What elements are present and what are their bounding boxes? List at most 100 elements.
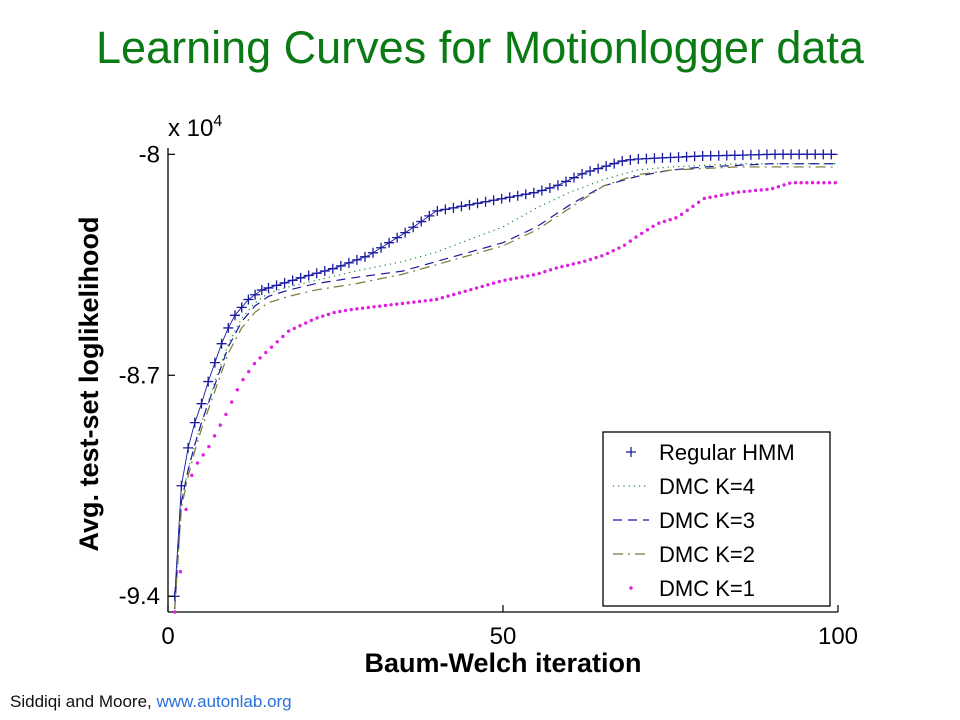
y-multiplier-exponent: 4 (213, 113, 222, 130)
series-marker (685, 208, 689, 213)
series-marker (395, 302, 399, 306)
series-marker (651, 224, 655, 228)
y-multiplier: x 104 (168, 113, 222, 142)
series-marker (569, 172, 580, 183)
series-marker (247, 369, 251, 374)
series-marker (376, 242, 387, 253)
series-marker (577, 260, 581, 265)
series-marker (189, 417, 200, 428)
series-marker (429, 298, 433, 302)
series-marker (560, 176, 571, 187)
series-marker (736, 190, 741, 194)
series-marker (600, 254, 604, 258)
series-line (174, 163, 838, 609)
series-marker (287, 275, 298, 286)
series-marker (520, 275, 524, 279)
series-marker (224, 412, 228, 417)
series-marker (326, 312, 331, 317)
series-marker (583, 259, 587, 263)
series-marker (440, 204, 451, 215)
series-marker (496, 193, 507, 204)
series-marker (335, 260, 346, 271)
series-marker (269, 345, 274, 349)
series-marker (321, 314, 325, 318)
series-marker (196, 398, 207, 409)
series-marker (531, 273, 536, 277)
series-marker (360, 306, 365, 310)
series-marker (469, 287, 473, 292)
series-marker (372, 305, 376, 309)
series-marker (486, 283, 490, 287)
series-marker (537, 271, 541, 276)
series-marker (625, 154, 636, 165)
series-marker (793, 181, 798, 185)
series-marker (366, 305, 371, 310)
series-marker (281, 334, 285, 339)
series-marker (520, 189, 531, 200)
series-marker (264, 350, 268, 355)
series-marker (235, 388, 240, 392)
series-marker (201, 453, 205, 457)
series-marker (203, 376, 214, 387)
legend-label: Regular HMM (659, 440, 795, 465)
series-marker (544, 182, 555, 193)
series-marker (400, 227, 411, 238)
series-marker (183, 442, 194, 453)
series-marker (218, 423, 222, 427)
series-marker (776, 185, 781, 189)
series-marker (702, 196, 707, 201)
x-tick-label: 50 (490, 623, 517, 650)
legend: Regular HMM DMC K=4 DMC K=3 DMC K=2 DMC K=1 (602, 431, 831, 607)
legend-label: DMC K=4 (659, 474, 755, 499)
series-marker (528, 187, 539, 198)
x-tick-label: 0 (161, 623, 174, 650)
legend-entry: DMC K=3 (613, 508, 755, 533)
series-marker (480, 196, 491, 207)
series-marker (472, 198, 483, 209)
series-marker (714, 194, 718, 198)
series-marker (464, 199, 475, 210)
series-marker (609, 158, 620, 169)
series-marker (389, 303, 393, 307)
series-marker (554, 266, 558, 270)
footer-link[interactable]: www.autonlab.org (156, 692, 292, 711)
series-marker (594, 255, 598, 260)
series-marker (782, 183, 786, 187)
series-marker (351, 254, 362, 265)
series-marker (236, 302, 247, 313)
series-marker (383, 303, 388, 308)
series-marker (622, 243, 627, 247)
series-marker (457, 291, 462, 295)
series-marker (497, 279, 502, 284)
series-marker (822, 181, 826, 185)
legend-label: DMC K=1 (659, 576, 755, 601)
series-marker (178, 570, 183, 574)
series-marker (408, 222, 419, 233)
series-marker (742, 189, 746, 194)
legend-label: DMC K=3 (659, 508, 755, 533)
series-marker (423, 299, 427, 303)
series-marker (412, 300, 416, 304)
slide-title: Learning Curves for Motionlogger data (96, 22, 864, 73)
series-marker (359, 251, 370, 262)
series-marker (207, 444, 211, 449)
series-marker (827, 181, 832, 185)
series-marker (332, 310, 336, 315)
series-marker (271, 280, 282, 291)
series-marker (243, 294, 254, 305)
series-marker (696, 200, 701, 204)
legend-entry: Regular HMM (626, 440, 795, 465)
series-marker (463, 289, 467, 293)
series-marker (309, 318, 314, 323)
series-marker (617, 156, 628, 167)
series-marker (258, 356, 262, 360)
series-3 (174, 163, 838, 609)
series-marker (355, 307, 359, 311)
x-axis-label: Baum-Welch iteration (364, 648, 641, 678)
series-marker (810, 181, 815, 185)
series-1 (169, 149, 838, 602)
series-marker (512, 190, 523, 201)
series-marker (674, 216, 678, 220)
series-marker (536, 185, 547, 196)
series-marker (662, 219, 667, 224)
